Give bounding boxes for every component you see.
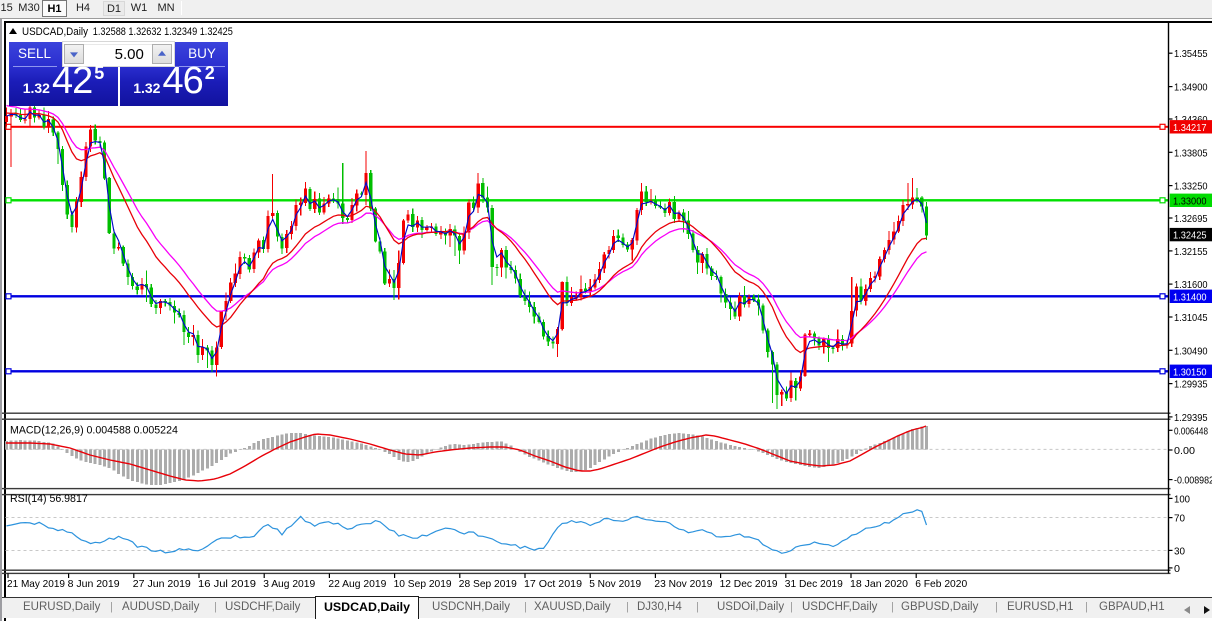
svg-text:22 Aug 2019: 22 Aug 2019 [328,579,386,590]
svg-text:16 Jul 2019: 16 Jul 2019 [198,579,256,590]
svg-text:1.30150: 1.30150 [1173,367,1207,378]
svg-text:1.35455: 1.35455 [1174,49,1208,60]
svg-text:-0.008982: -0.008982 [1174,476,1212,487]
svg-text:17 Oct 2019: 17 Oct 2019 [524,579,582,590]
svg-text:21 May 2019: 21 May 2019 [7,579,65,590]
svg-text:30: 30 [1174,546,1185,557]
svg-text:70: 70 [1174,514,1185,525]
svg-text:USDCAD,Daily: USDCAD,Daily [22,26,89,38]
svg-text:1.32425: 1.32425 [1173,231,1207,242]
svg-text:0: 0 [1174,564,1180,575]
svg-text:1.32588 1.32632 1.32349 1.3242: 1.32588 1.32632 1.32349 1.32425 [93,26,233,38]
svg-text:1.30490: 1.30490 [1174,346,1208,357]
svg-text:MACD(12,26,9) 0.004588 0.00522: MACD(12,26,9) 0.004588 0.005224 [10,425,178,437]
svg-text:1.31400: 1.31400 [1173,292,1207,303]
svg-text:1.34217: 1.34217 [1173,123,1207,134]
svg-text:3 Aug 2019: 3 Aug 2019 [263,579,315,590]
svg-text:1.33805: 1.33805 [1174,148,1208,159]
svg-text:1.34900: 1.34900 [1174,83,1208,94]
svg-text:1.29935: 1.29935 [1174,380,1208,391]
svg-text:1.33000: 1.33000 [1173,196,1207,207]
svg-text:6 Feb 2020: 6 Feb 2020 [915,579,967,590]
svg-text:10 Sep 2019: 10 Sep 2019 [394,579,452,590]
svg-text:0.006448: 0.006448 [1174,426,1208,437]
svg-text:1.32695: 1.32695 [1174,214,1208,225]
svg-text:1.32155: 1.32155 [1174,247,1208,258]
svg-text:31 Dec 2019: 31 Dec 2019 [785,579,843,590]
svg-text:100: 100 [1174,494,1190,505]
svg-text:0.00: 0.00 [1174,446,1195,457]
svg-text:5 Nov 2019: 5 Nov 2019 [589,579,641,590]
svg-text:1.31600: 1.31600 [1174,280,1208,291]
svg-text:18 Jan 2020: 18 Jan 2020 [850,579,908,590]
svg-text:23 Nov 2019: 23 Nov 2019 [654,579,712,590]
svg-text:1.33250: 1.33250 [1174,182,1208,193]
svg-text:12 Dec 2019: 12 Dec 2019 [720,579,778,590]
svg-text:27 Jun 2019: 27 Jun 2019 [133,579,191,590]
svg-text:28 Sep 2019: 28 Sep 2019 [459,579,517,590]
svg-text:1.29395: 1.29395 [1174,413,1208,424]
svg-text:8 Jun 2019: 8 Jun 2019 [68,579,120,590]
svg-text:RSI(14) 56.9817: RSI(14) 56.9817 [10,493,88,505]
svg-text:1.31045: 1.31045 [1174,313,1208,324]
